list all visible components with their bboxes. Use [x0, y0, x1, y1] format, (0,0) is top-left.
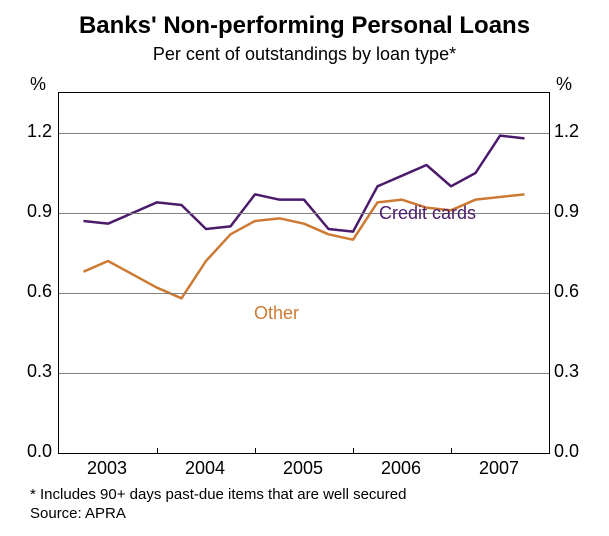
x-tick-mark — [451, 448, 452, 454]
y-tick-label-left: 0.3 — [27, 361, 52, 382]
x-tick-mark — [255, 448, 256, 454]
series-label-credit-cards: Credit cards — [379, 203, 476, 224]
gridline — [59, 133, 549, 134]
y-tick-label-left: 0.6 — [27, 281, 52, 302]
y-tick-label-right: 0.9 — [554, 201, 579, 222]
chart-title: Banks' Non-performing Personal Loans — [0, 12, 609, 40]
x-tick-label: 2006 — [381, 458, 421, 479]
x-tick-label: 2004 — [185, 458, 225, 479]
y-tick-label-right: 1.2 — [554, 121, 579, 142]
y-tick-label-left: 1.2 — [27, 121, 52, 142]
chart-subtitle: Per cent of outstandings by loan type* — [0, 44, 609, 65]
y-tick-label-right: 0.0 — [554, 441, 579, 462]
y-unit-left: % — [30, 74, 46, 95]
gridline — [59, 373, 549, 374]
y-tick-label-left: 0.0 — [27, 441, 52, 462]
x-tick-label: 2003 — [87, 458, 127, 479]
y-unit-right: % — [556, 74, 572, 95]
gridline — [59, 293, 549, 294]
footnote-line: * Includes 90+ days past-due items that … — [30, 486, 406, 503]
x-tick-mark — [353, 448, 354, 454]
footnotes: * Includes 90+ days past-due items that … — [30, 486, 406, 524]
x-tick-label: 2007 — [479, 458, 519, 479]
series-label-other: Other — [254, 303, 299, 324]
plot-area: Credit cards Other — [58, 92, 550, 454]
y-tick-label-right: 0.6 — [554, 281, 579, 302]
y-tick-label-right: 0.3 — [554, 361, 579, 382]
footnote-line: Source: APRA — [30, 505, 406, 522]
chart-container: Banks' Non-performing Personal Loans Per… — [0, 0, 609, 536]
x-tick-label: 2005 — [283, 458, 323, 479]
y-tick-label-left: 0.9 — [27, 201, 52, 222]
series-svg — [59, 93, 549, 453]
x-tick-mark — [157, 448, 158, 454]
